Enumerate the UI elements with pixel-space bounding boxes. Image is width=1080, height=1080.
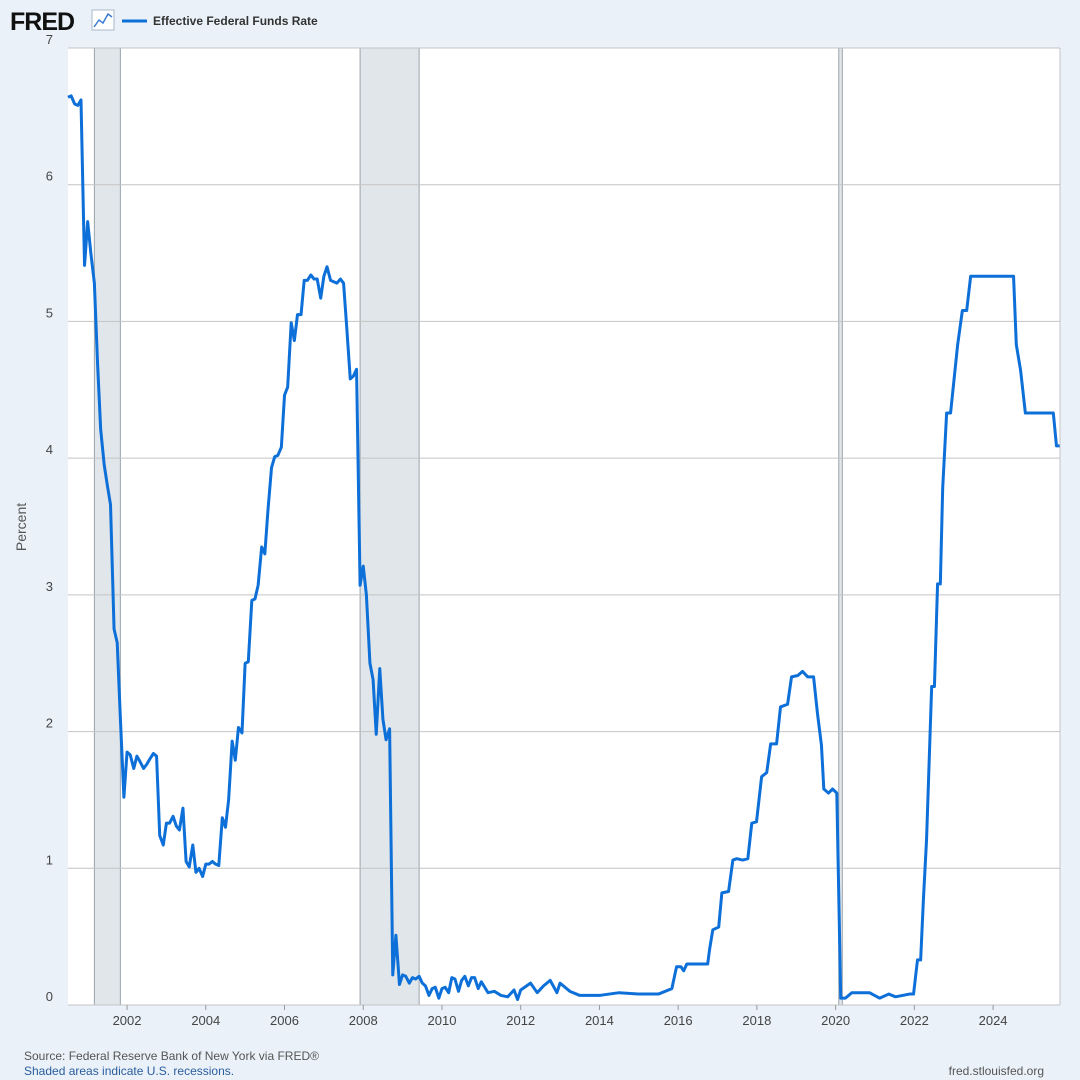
legend-label: Effective Federal Funds Rate [153,14,318,28]
series-line [67,94,1060,1002]
plot-area [68,48,1060,1005]
logo: FRED [10,8,74,36]
x-tick-label: 2022 [900,1013,929,1028]
source: Source: Federal Reserve Bank of New York… [24,1049,319,1063]
x-tick-label: 2002 [113,1013,142,1028]
x-tick-label: 2014 [585,1013,614,1028]
logo-icon [91,9,115,31]
y-tick-label: 2 [46,716,53,731]
x-tick-label: 2018 [742,1013,771,1028]
y-tick-label: 7 [46,32,53,47]
y-tick-label: 1 [46,852,53,867]
y-tick-label: 6 [46,169,53,184]
y-tick-label: 0 [46,989,53,1004]
y-axis-label: Percent [13,503,29,551]
x-tick-label: 2024 [979,1013,1008,1028]
x-tick-label: 2016 [664,1013,693,1028]
site: fred.stlouisfed.org [949,1064,1044,1078]
x-tick-label: 2004 [191,1013,220,1028]
x-tick-label: 2010 [428,1013,457,1028]
recession-note: Shaded areas indicate U.S. recessions. [24,1064,234,1078]
x-tick-label: 2008 [349,1013,378,1028]
y-tick-label: 4 [46,442,53,457]
x-tick-label: 2006 [270,1013,299,1028]
x-tick-label: 2012 [506,1013,535,1028]
y-tick-label: 3 [46,579,53,594]
x-tick-label: 2020 [821,1013,850,1028]
recession-band [359,47,420,1006]
recession-band [93,47,121,1006]
y-tick-label: 5 [46,305,53,320]
